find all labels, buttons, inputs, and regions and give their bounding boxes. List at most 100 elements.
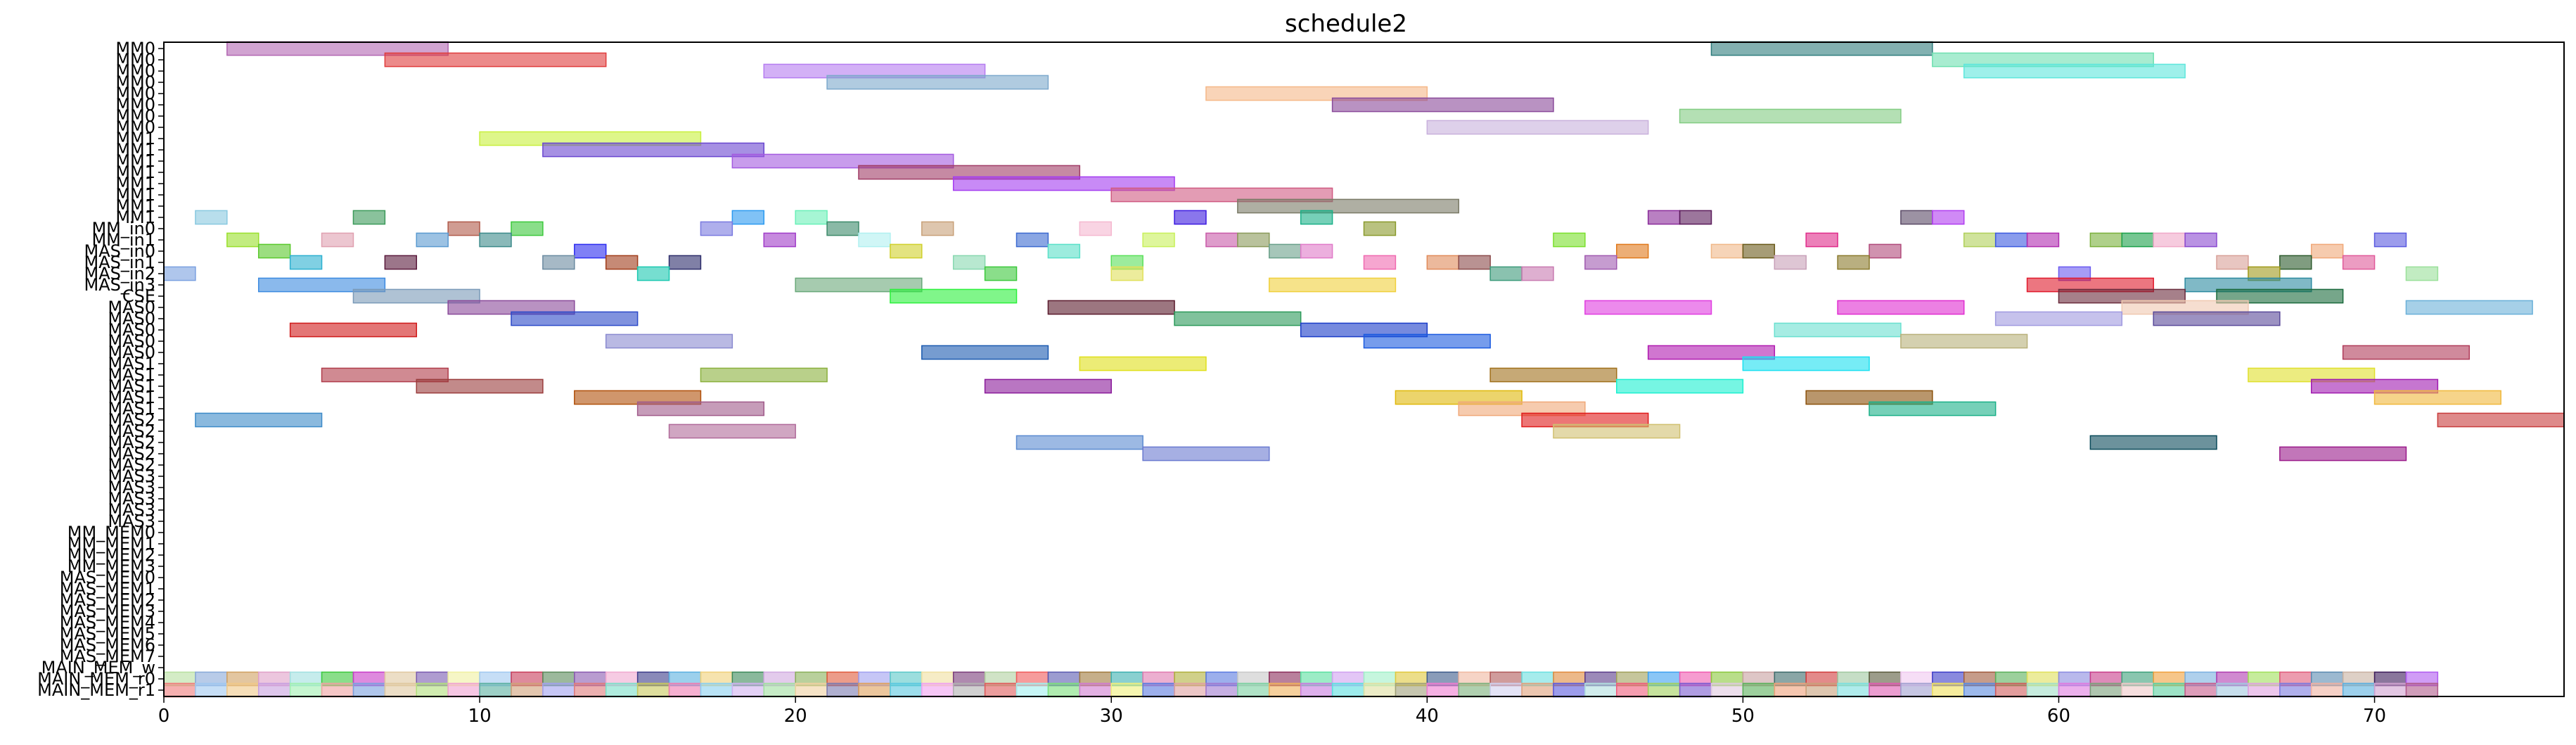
task-bar-54: [2373, 232, 2407, 248]
y-tick-label-31: MAS1: [108, 388, 155, 407]
task-bar-125: [416, 378, 544, 394]
plot-frame: [163, 42, 2565, 697]
mem-cell-r2-67: [2279, 682, 2312, 698]
task-bar-106: [511, 311, 639, 326]
task-bar-71: [952, 255, 986, 270]
task-bar-109: [2153, 311, 2281, 326]
y-tick-label-56: MAIN_MEM_r0: [37, 669, 155, 689]
y-tick-label-55: MAIN_MEM_w: [41, 658, 155, 677]
task-bar-15: [952, 176, 1175, 191]
task-bar-97: [890, 288, 1018, 304]
y-tick-label-37: MAS2: [108, 455, 155, 475]
task-bar-73: [1363, 255, 1397, 270]
task-bar-33: [1079, 221, 1112, 236]
mem-cell-r2-34: [1237, 682, 1270, 698]
mem-cell-r2-65: [2216, 682, 2249, 698]
mem-cell-r2-70: [2373, 682, 2407, 698]
task-bar-135: [1869, 401, 1997, 416]
task-bar-60: [1300, 243, 1333, 259]
task-bar-42: [1142, 232, 1175, 248]
task-bar-78: [1837, 255, 1870, 270]
task-bar-68: [542, 255, 575, 270]
mem-cell-r2-28: [1047, 682, 1081, 698]
mem-cell-r2-36: [1300, 682, 1333, 698]
task-bar-81: [2342, 255, 2376, 270]
mem-cell-r2-21: [826, 682, 859, 698]
task-bar-77: [1774, 255, 1807, 270]
task-bar-8: [1331, 97, 1554, 113]
mem-cell-r2-44: [1553, 682, 1586, 698]
y-tick-label-22: CSE: [122, 286, 155, 306]
task-bar-123: [1489, 367, 1617, 383]
y-tick-label-35: MAS2: [108, 433, 155, 452]
task-bar-121: [321, 367, 449, 383]
mem-cell-r2-47: [1647, 682, 1681, 698]
x-tick-label-3: 30: [1100, 706, 1123, 727]
task-bar-21: [795, 210, 828, 225]
y-tick-label-11: MM1: [115, 163, 155, 182]
y-tick-label-57: MAIN_MEM_r1: [37, 680, 155, 700]
task-bar-59: [1269, 243, 1302, 259]
mem-cell-r2-71: [2405, 682, 2439, 698]
chart-title: schedule2: [1285, 10, 1407, 38]
task-bar-110: [289, 322, 418, 338]
y-tick-label-51: MAS_MEM4: [60, 613, 155, 632]
task-bar-23: [1300, 210, 1333, 225]
task-bar-32: [921, 221, 954, 236]
task-bar-53: [2184, 232, 2217, 248]
task-bar-140: [1553, 424, 1681, 439]
y-tick-label-30: MAS1: [108, 376, 155, 396]
task-bar-36: [321, 232, 354, 248]
task-bar-66: [289, 255, 323, 270]
task-bar-112: [1774, 322, 1902, 338]
y-tick-label-43: MM_MEM0: [68, 523, 155, 542]
mem-cell-r2-57: [1963, 682, 1997, 698]
task-bar-18: [195, 210, 228, 225]
task-bar-118: [2342, 345, 2471, 360]
task-bar-44: [1237, 232, 1270, 248]
y-tick-label-21: MAS_in3: [84, 275, 155, 295]
task-bar-90: [2405, 266, 2439, 281]
task-bar-132: [2373, 390, 2501, 405]
task-bar-91: [257, 277, 386, 293]
y-tick-label-8: MM1: [115, 129, 155, 148]
task-bar-52: [2153, 232, 2186, 248]
y-tick-label-7: MM0: [115, 117, 155, 137]
y-tick-label-29: MAS1: [108, 365, 155, 385]
x-tick-label-0: 0: [158, 706, 170, 727]
x-tick-label-2: 20: [784, 706, 807, 727]
mem-cell-r2-29: [1079, 682, 1112, 698]
mem-cell-r2-12: [542, 682, 575, 698]
task-bar-1: [1710, 41, 1933, 56]
mem-cell-r2-19: [763, 682, 796, 698]
task-bar-105: [2405, 300, 2533, 315]
task-bar-38: [479, 232, 512, 248]
task-bar-69: [605, 255, 639, 270]
task-bar-10: [1426, 120, 1649, 135]
y-tick-label-41: MAS3: [108, 500, 155, 520]
mem-cell-r2-62: [2121, 682, 2154, 698]
mem-cell-r2-15: [636, 682, 670, 698]
task-bar-55: [257, 243, 291, 259]
mem-cell-r2-7: [384, 682, 418, 698]
task-bar-34: [1363, 221, 1397, 236]
task-bar-116: [921, 345, 1049, 360]
y-tick-label-26: MAS0: [108, 331, 155, 351]
task-bar-141: [1015, 435, 1143, 450]
mem-cell-r2-63: [2153, 682, 2186, 698]
task-bar-103: [1837, 300, 1965, 315]
mem-cell-r2-69: [2342, 682, 2376, 698]
y-tick-label-40: MAS3: [108, 489, 155, 509]
mem-cell-r2-22: [858, 682, 891, 698]
mem-cell-r2-53: [1837, 682, 1870, 698]
task-bar-5: [1963, 63, 2186, 79]
task-bar-136: [195, 412, 323, 428]
y-tick-label-39: MAS3: [108, 478, 155, 497]
x-tick-label-4: 40: [1416, 706, 1439, 727]
task-bar-80: [2279, 255, 2312, 270]
x-tick-label-7: 70: [2363, 706, 2386, 727]
y-tick-label-36: MAS2: [108, 444, 155, 464]
mem-cell-r2-30: [1110, 682, 1143, 698]
mem-cell-r2-35: [1269, 682, 1302, 698]
task-bar-143: [1142, 446, 1270, 461]
